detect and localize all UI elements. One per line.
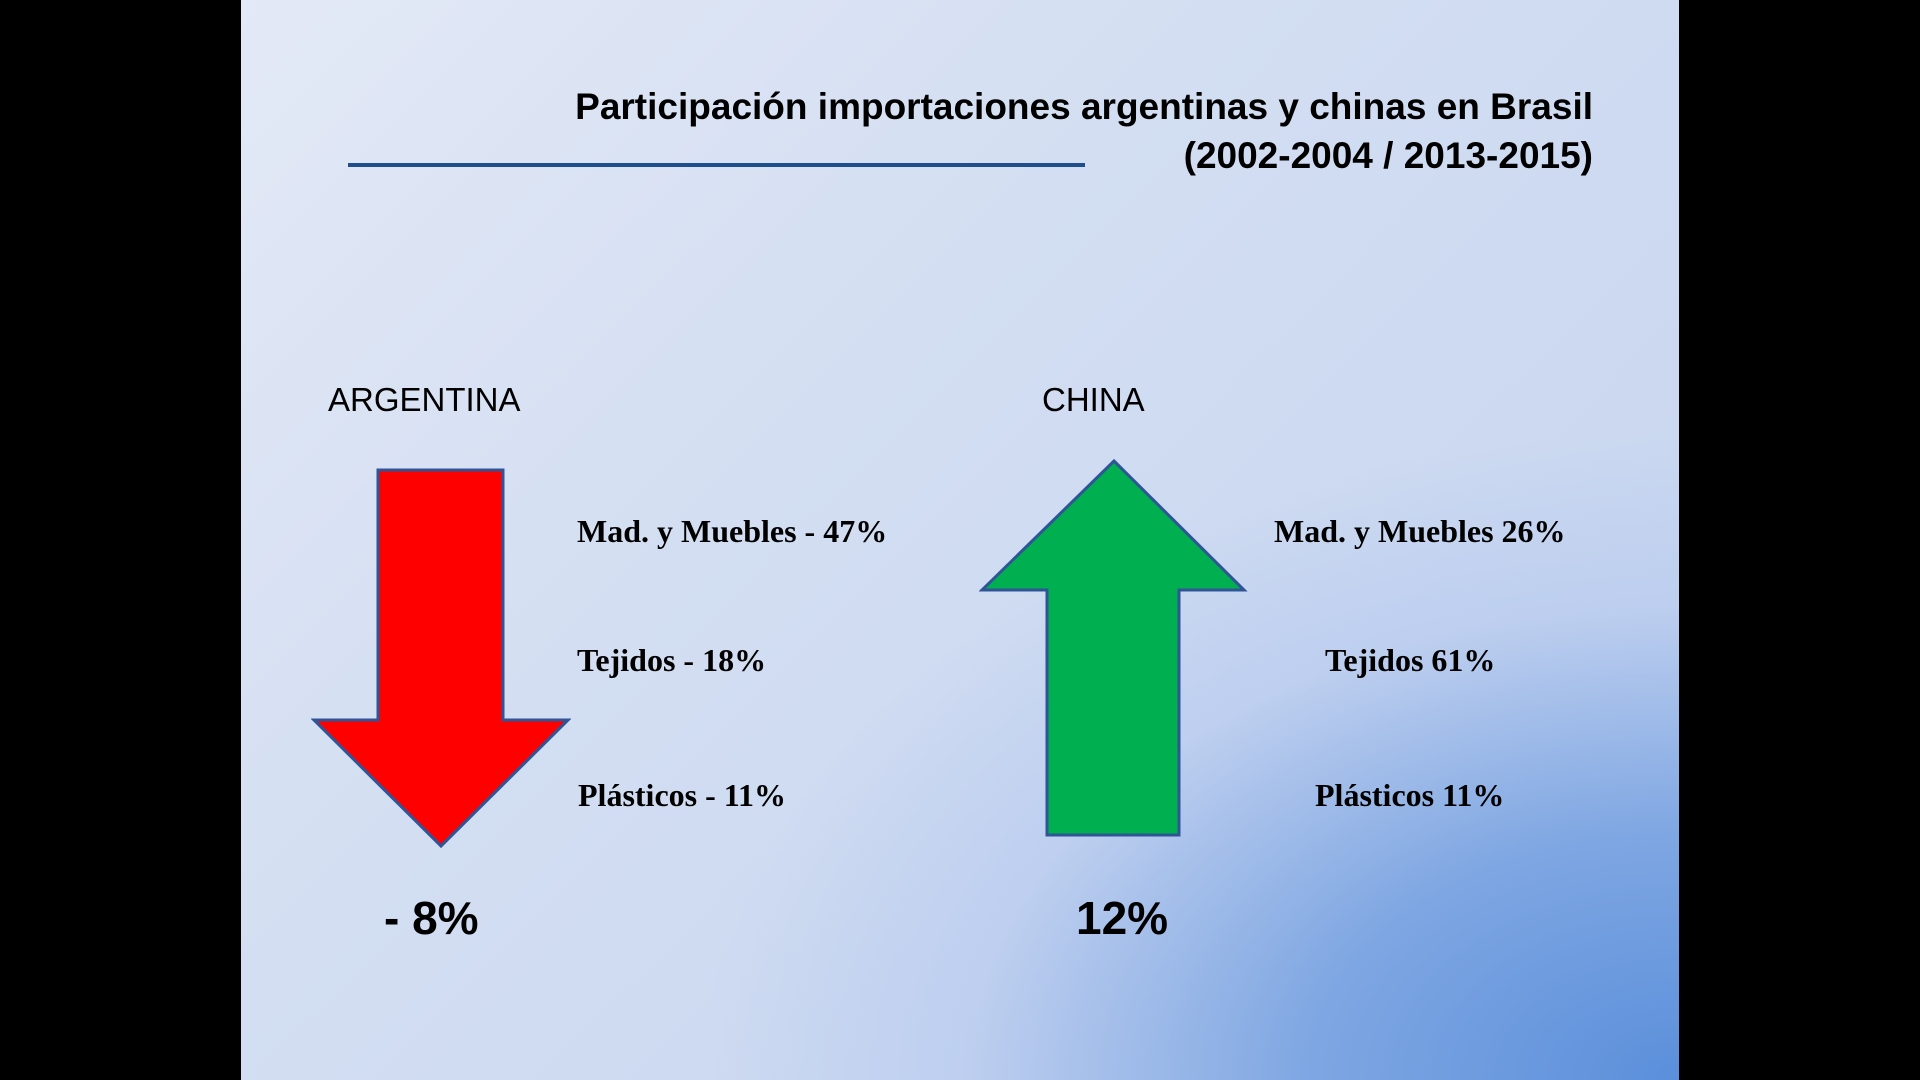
argentina-total-change: - 8% [384, 892, 479, 944]
china-item-tejidos: Tejidos 61% [1325, 642, 1496, 678]
china-item-plasticos: Plásticos 11% [1315, 777, 1505, 813]
argentina-item-plasticos: Plásticos - 11% [578, 777, 786, 813]
title-underline [348, 163, 1085, 167]
presentation-slide: Participación importaciones argentinas y… [241, 0, 1679, 1080]
argentina-item-tejidos: Tejidos - 18% [577, 642, 767, 678]
country-label-argentina: ARGENTINA [328, 381, 521, 418]
arrow-up-icon [979, 458, 1248, 837]
country-label-china: CHINA [1042, 381, 1145, 418]
arrow-down-icon [311, 468, 571, 849]
argentina-item-muebles: Mad. y Muebles - 47% [577, 513, 888, 549]
slide-subtitle-period: (2002-2004 / 2013-2015) [1183, 135, 1593, 176]
china-item-muebles: Mad. y Muebles 26% [1274, 513, 1566, 549]
slide-title: Participación importaciones argentinas y… [575, 86, 1593, 127]
china-total-change: 12% [1076, 892, 1169, 944]
